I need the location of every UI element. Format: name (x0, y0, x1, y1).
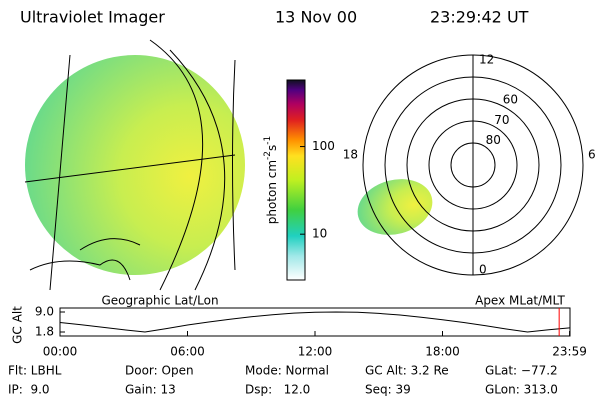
footer-field: Mode: Normal (245, 364, 329, 378)
colorbar-tick-label: 10 (312, 227, 327, 241)
y-tick-label: 9.0 (35, 305, 54, 319)
footer-field: IP: 9.0 (8, 383, 50, 397)
mlat-ring (428, 120, 518, 210)
polar-caption: Apex MLat/MLT (475, 294, 565, 308)
polar-image (357, 179, 433, 235)
mlat-ring (406, 98, 540, 232)
left-caption: Geographic Lat/Lon (101, 294, 218, 308)
x-tick-label: 00:00 (43, 345, 78, 359)
y-tick-label: 1.8 (35, 325, 54, 339)
exp: -2 (263, 151, 273, 160)
colorbar-tick-label: 100 (312, 139, 335, 153)
footer-field: Dsp: 12.0 (245, 383, 310, 397)
footer-field: GLon: 313.0 (485, 383, 558, 397)
mlat-label: 70 (494, 113, 509, 127)
mlt-label: 18 (343, 148, 358, 162)
unit: s (265, 145, 279, 151)
mlat-label: 60 (503, 93, 518, 107)
mlt-label: 0 (479, 263, 487, 277)
instrument: Ultraviolet Imager (20, 8, 165, 27)
colorbar (286, 79, 306, 281)
x-tick-label: 18:00 (425, 345, 460, 359)
x-tick-label: 06:00 (170, 345, 205, 359)
footer-field: Gain: 13 (125, 383, 176, 397)
footer-field: GC Alt: 3.2 Re (365, 364, 449, 378)
date: 13 Nov 00 (275, 8, 357, 27)
mlat-ring (450, 142, 496, 188)
mlt-label: 12 (479, 53, 494, 67)
footer-field: Seq: 39 (365, 383, 411, 397)
footer-field: Flt: LBHL (8, 364, 62, 378)
orbit-line (59, 311, 570, 333)
exp: -1 (263, 136, 273, 145)
unit: photon cm (265, 160, 279, 224)
orbit-ylabel: GC Alt (11, 306, 25, 344)
mlat-label: 80 (486, 133, 501, 147)
mlt-label: 6 (588, 148, 596, 162)
footer-field: GLat: −77.2 (485, 364, 558, 378)
footer-field: Door: Open (125, 364, 194, 378)
colorbar-label: photon cm-2s-1 (263, 136, 279, 225)
geo-image (24, 39, 245, 291)
x-tick-label: 23:59 (552, 345, 587, 359)
x-tick-label: 12:00 (298, 345, 333, 359)
time: 23:29:42 UT (430, 8, 529, 27)
